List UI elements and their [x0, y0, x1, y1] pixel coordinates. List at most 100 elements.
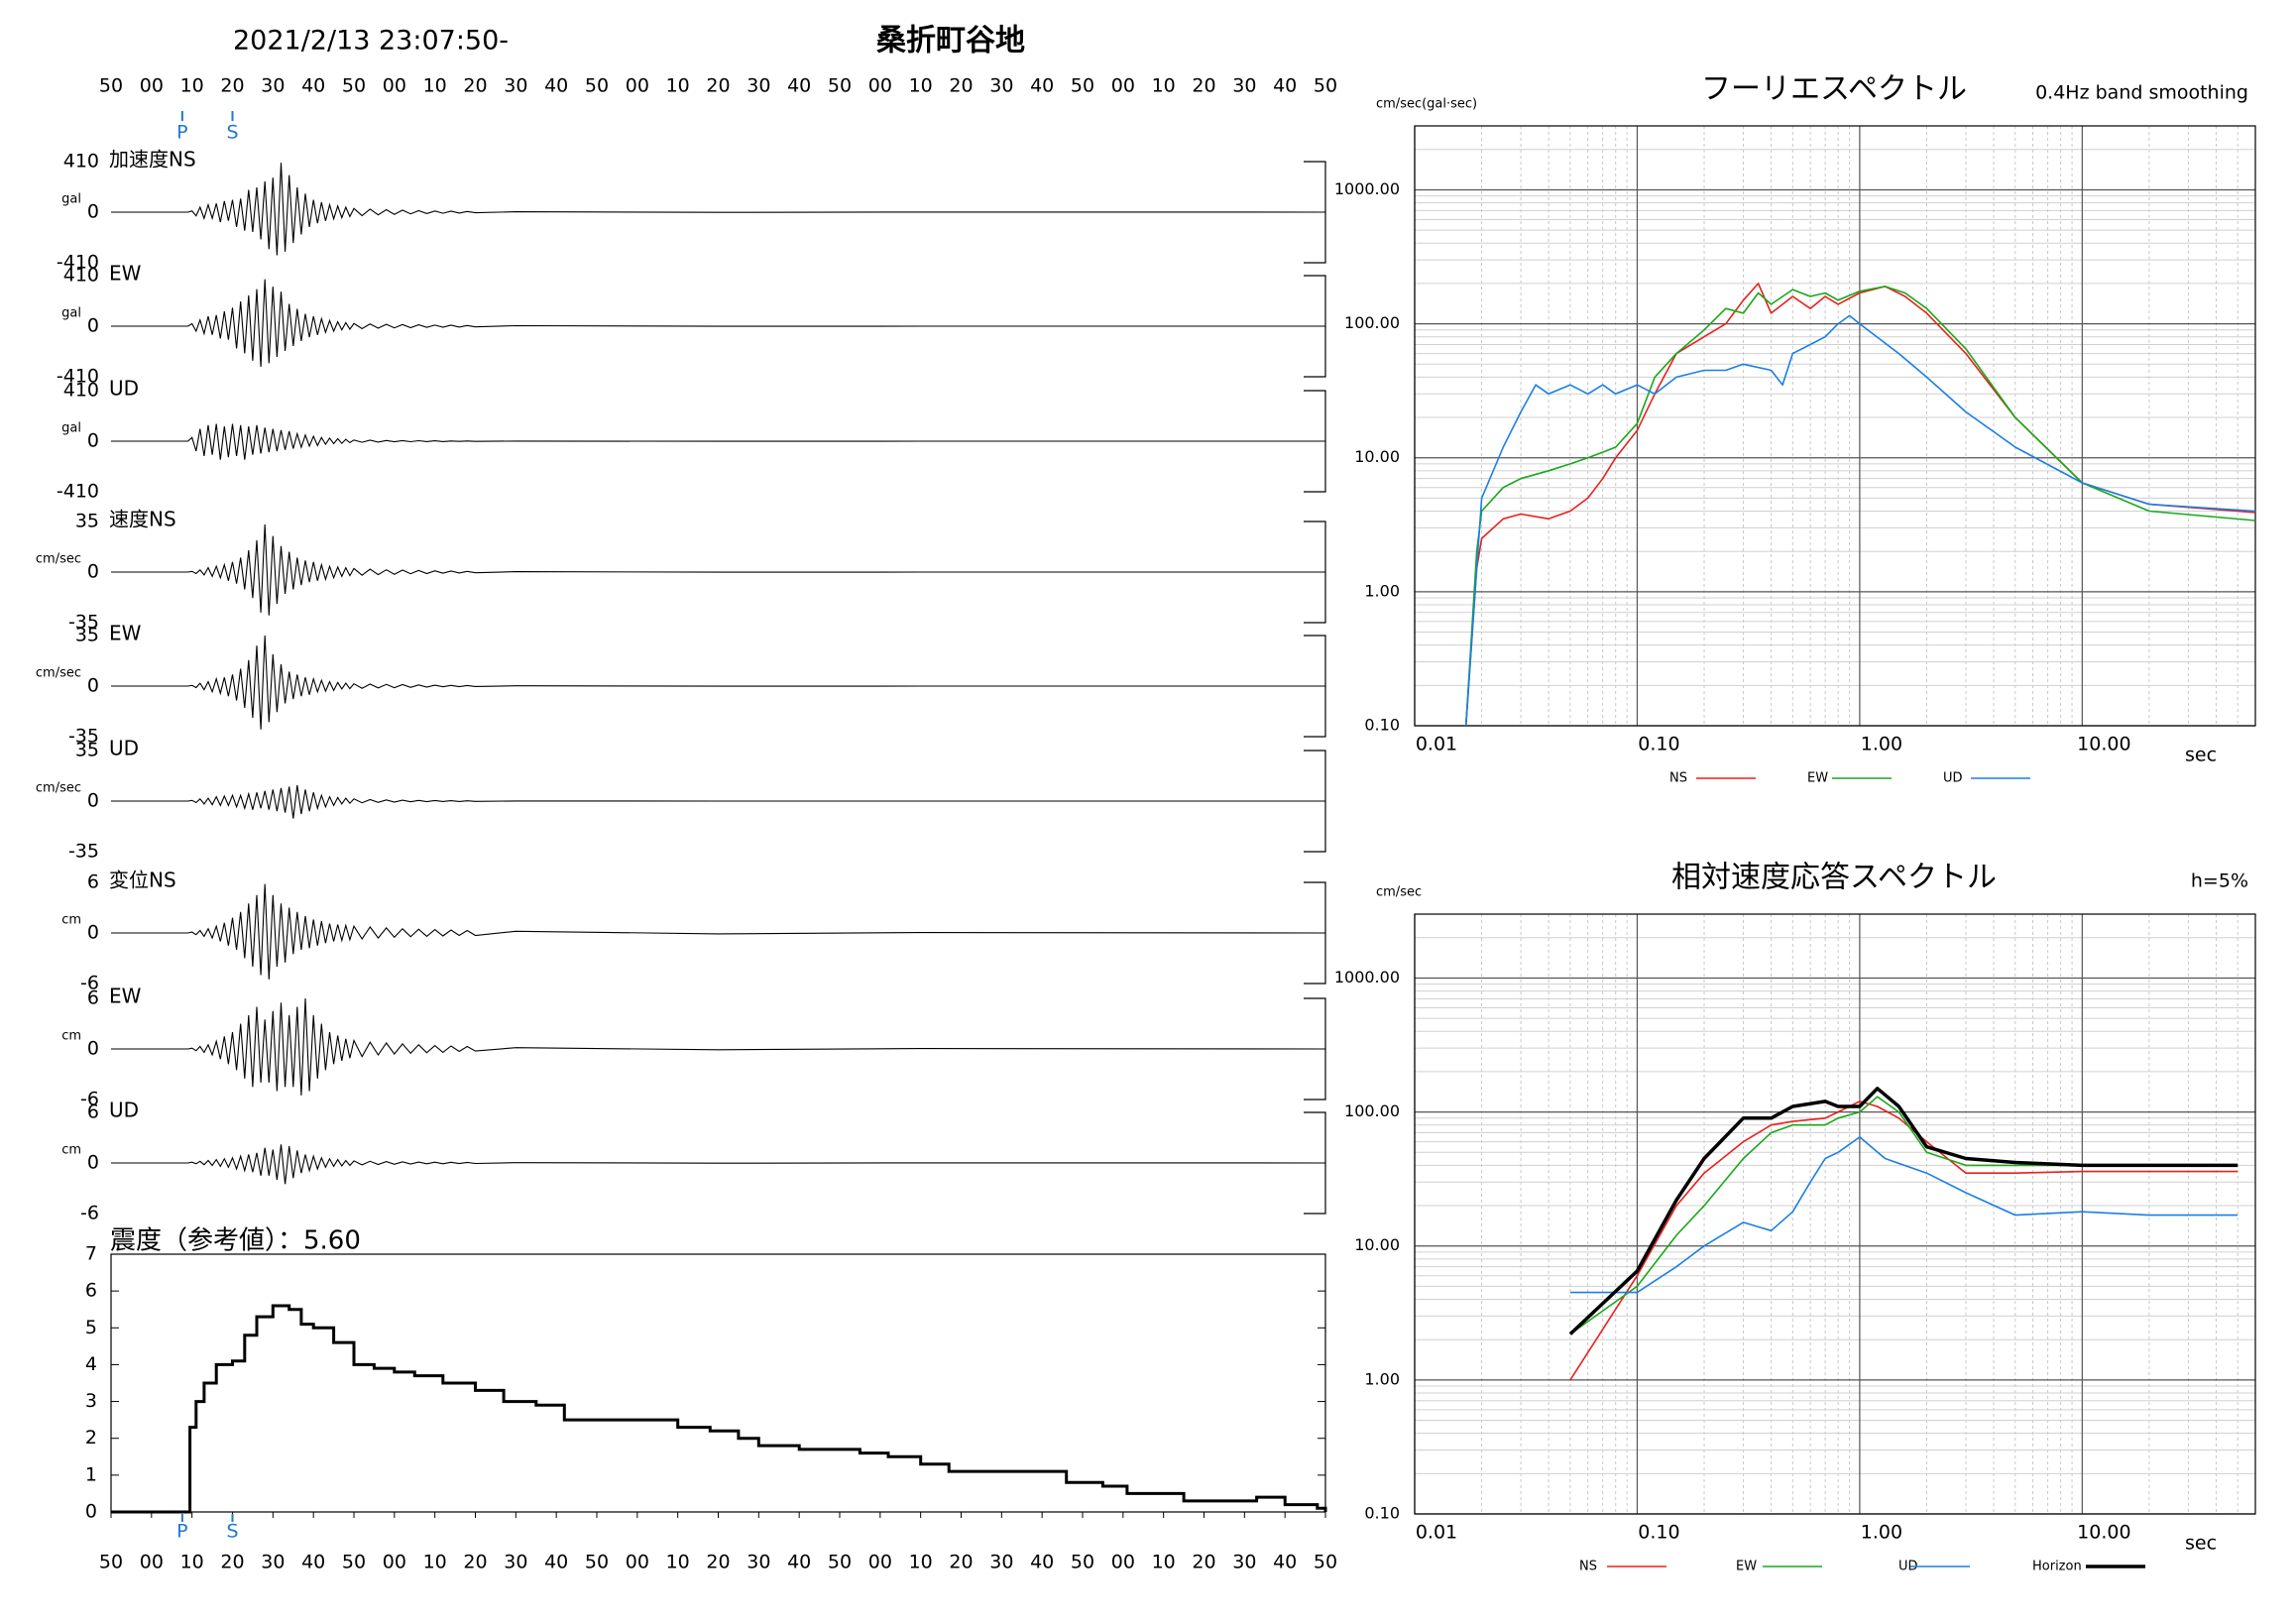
- series-group: [1568, 1087, 2239, 1381]
- legend-label: EW: [1807, 771, 1828, 786]
- panel-label: 速度NS: [109, 508, 176, 531]
- y-tick-label: 100.00: [1344, 1101, 1400, 1120]
- waveform: [111, 997, 1326, 1096]
- panel-label: UD: [109, 377, 139, 401]
- time-tick-label: 10: [909, 1552, 933, 1573]
- y-tick-label: 4: [85, 1353, 97, 1375]
- y-tick-label: -6: [80, 973, 99, 994]
- time-tick-label: 40: [1273, 75, 1297, 97]
- panel-label: UD: [109, 737, 139, 760]
- time-tick-label: 30: [989, 75, 1013, 97]
- time-tick-label: 00: [1111, 1552, 1135, 1573]
- y-tick-label: -6: [80, 1089, 99, 1110]
- y-tick-label: 1.00: [1364, 1369, 1400, 1388]
- series-line: [1569, 1096, 2239, 1335]
- time-tick-label: 50: [1071, 75, 1094, 97]
- y-tick-label: 0.10: [1364, 1504, 1400, 1523]
- time-tick-label: 10: [1152, 75, 1176, 97]
- y-tick-label: -410: [57, 481, 99, 503]
- y-tick-label: 0: [85, 1501, 97, 1523]
- y-tick-label: 35: [75, 625, 99, 646]
- waveform: [111, 423, 1325, 460]
- time-tick-label: 10: [423, 75, 447, 97]
- unit-label: cm: [61, 1143, 81, 1158]
- phase-label: S: [226, 1521, 238, 1543]
- y-tick-label: -35: [68, 612, 99, 634]
- panel-label: 変位NS: [109, 869, 176, 892]
- unit-label: cm/sec: [36, 552, 81, 567]
- time-tick-label: 30: [746, 1552, 770, 1573]
- y-tick-label: 0: [87, 201, 99, 223]
- time-tick-label: 00: [140, 1552, 164, 1573]
- time-tick-label: 00: [626, 1552, 649, 1573]
- time-tick-label: 30: [746, 75, 770, 97]
- waveform: [111, 883, 1326, 980]
- time-tick-label: 20: [706, 75, 730, 97]
- time-tick-label: 00: [1111, 75, 1135, 97]
- unit-label: cm/sec: [36, 781, 81, 796]
- time-tick-label: 10: [909, 75, 933, 97]
- phase-label: P: [176, 122, 187, 144]
- panel-label: EW: [109, 262, 142, 286]
- x-tick-label: 1.00: [1861, 1522, 1902, 1544]
- y-tick-label: 0: [87, 790, 99, 812]
- time-tick-label: 20: [463, 1552, 487, 1573]
- time-tick-label: 00: [383, 1552, 406, 1573]
- plot-border: [1414, 125, 2256, 727]
- panel-label: EW: [109, 985, 142, 1008]
- time-tick-label: 10: [180, 75, 204, 97]
- series-group: [1464, 283, 2255, 726]
- time-tick-label: 30: [504, 75, 527, 97]
- time-tick-label: 30: [1232, 75, 1256, 97]
- time-tick-label: 40: [787, 1552, 811, 1573]
- panel-label: EW: [109, 622, 142, 645]
- series-line: [1568, 1087, 2239, 1335]
- time-tick-label: 40: [1030, 75, 1054, 97]
- y-tick-label: 1000.00: [1334, 179, 1400, 198]
- time-tick-label: 50: [585, 1552, 609, 1573]
- time-tick-label: 50: [1314, 1552, 1337, 1573]
- y-tick-label: -35: [68, 726, 99, 748]
- y-tick-label: 410: [63, 151, 99, 173]
- time-tick-label: 20: [949, 1552, 973, 1573]
- time-tick-label: 40: [301, 1552, 325, 1573]
- y-tick-label: 6: [87, 987, 99, 1009]
- panel-title: 震度（参考値）：5.60: [110, 1226, 361, 1256]
- time-tick-label: 30: [261, 1552, 285, 1573]
- time-tick-label: 50: [1314, 75, 1337, 97]
- x-tick-label: 0.01: [1416, 1522, 1457, 1544]
- time-tick-label: 50: [99, 75, 123, 97]
- y-tick-label: 10.00: [1354, 447, 1400, 466]
- time-tick-label: 10: [423, 1552, 447, 1573]
- time-tick-label: 00: [383, 75, 406, 97]
- time-tick-label: 50: [585, 75, 609, 97]
- time-tick-label: 20: [1192, 75, 1215, 97]
- series-line: [1464, 314, 2255, 726]
- unit-label: cm: [61, 1029, 81, 1044]
- y-tick-label: 2: [85, 1427, 97, 1449]
- legend-label: UD: [1898, 1560, 1918, 1574]
- intensity-line: [111, 1304, 1327, 1514]
- time-tick-label: 50: [1071, 1552, 1094, 1573]
- time-tick-label: 50: [342, 75, 366, 97]
- phase-label: P: [176, 1521, 187, 1543]
- y-tick-label: 0.10: [1364, 716, 1400, 735]
- y-axis-label: cm/sec: [1376, 885, 1422, 900]
- time-tick-label: 10: [666, 1552, 690, 1573]
- legend-label: NS: [1669, 771, 1687, 786]
- y-tick-label: 410: [63, 380, 99, 402]
- y-tick-label: -410: [57, 366, 99, 388]
- y-tick-label: 5: [85, 1317, 97, 1338]
- y-tick-label: 410: [63, 265, 99, 287]
- time-tick-label: 00: [868, 1552, 892, 1573]
- y-tick-label: 1.00: [1364, 581, 1400, 600]
- y-tick-label: 0: [87, 922, 99, 944]
- chart-title: フーリエスペクトル: [1701, 72, 1967, 107]
- legend-label: UD: [1943, 771, 1963, 786]
- y-tick-label: 1000.00: [1334, 968, 1400, 986]
- y-tick-label: -410: [57, 252, 99, 274]
- unit-label: cm/sec: [36, 666, 81, 681]
- waveform: [111, 635, 1325, 730]
- time-tick-label: 30: [261, 75, 285, 97]
